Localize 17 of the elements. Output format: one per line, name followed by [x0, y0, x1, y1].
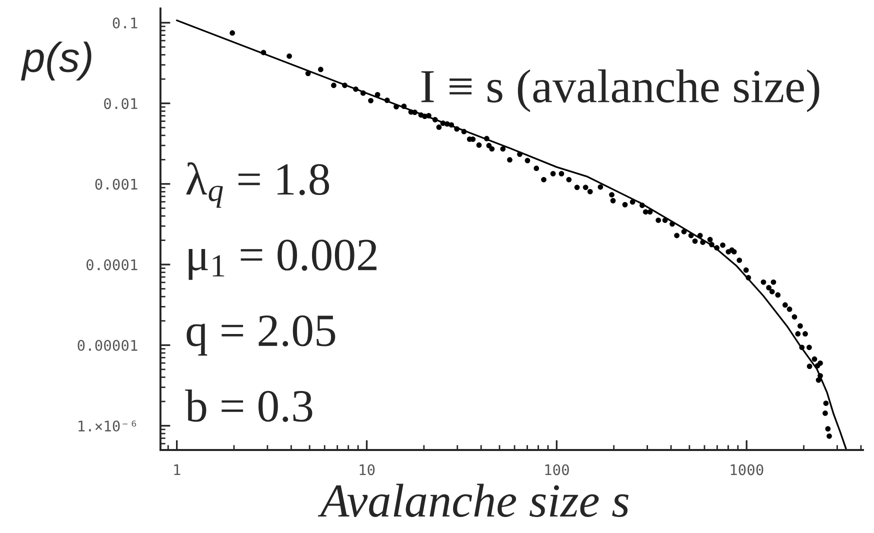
y-tick-label: 0.001 — [95, 178, 138, 190]
annotation: μ$_{1}$ = 0.002 — [188, 240, 376, 280]
x-axis-title: Avalanche size s — [318, 484, 629, 518]
annotation: q = 2.05 — [186, 315, 336, 356]
y-tick-label: 0.0001 — [86, 259, 138, 270]
x-tick-label: 100 — [545, 464, 569, 476]
annotation: b = 0.3 — [185, 390, 312, 422]
annotation: λ$_{q}$ = 1.8 — [186, 162, 330, 208]
y-tick-label: 0.01 — [104, 98, 138, 110]
x-tick-label: 1 — [174, 464, 180, 476]
x-tick-label: 1000 — [730, 464, 764, 476]
annotation: I ≡ s (avalanche size) — [421, 69, 820, 112]
y-tick-label: 0.1 — [112, 17, 138, 29]
y-tick-label: 0.00001 — [78, 340, 138, 351]
x-tick-label: 10 — [360, 464, 375, 476]
y-axis-title: p(s) — [20, 42, 92, 80]
y-tick-label: 1.×10⁻⁶ — [78, 420, 136, 432]
